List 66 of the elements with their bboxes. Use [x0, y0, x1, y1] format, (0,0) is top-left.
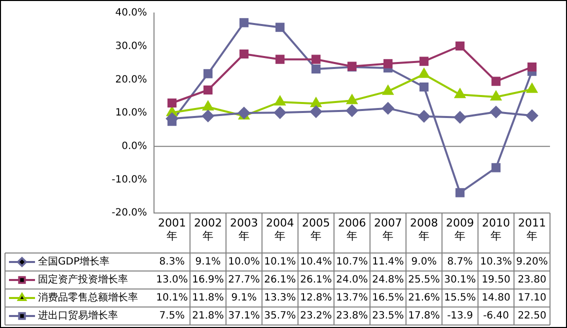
data-label: 16.9% [192, 274, 224, 286]
data-label: 25.5% [408, 274, 440, 286]
y-tick-label: -20.0% [112, 208, 147, 219]
legend-label: 固定资产投资增长率 [38, 274, 128, 286]
data-label: 24.0% [336, 274, 368, 286]
x-tick-label: 2004年 [266, 216, 294, 243]
data-label: 14.80 [482, 292, 510, 304]
data-label: 13.3% [264, 292, 296, 304]
y-tick-label: 20.0% [115, 74, 147, 86]
data-label: 16.5% [372, 292, 404, 304]
data-label: 10.0% [228, 256, 260, 268]
legend-label: 进出口贸易增长率 [38, 310, 118, 322]
data-label: 23.5% [372, 310, 404, 322]
data-label: 22.50 [518, 310, 546, 322]
data-label: 26.1% [300, 274, 332, 286]
y-tick-label: 30.0% [115, 40, 147, 52]
data-label: 7.5% [159, 310, 185, 322]
data-label: 9.20% [516, 256, 548, 268]
data-label: 24.8% [372, 274, 404, 286]
data-label: 19.50 [482, 274, 510, 286]
data-label: 37.1% [228, 310, 260, 322]
data-label: 9.1% [195, 256, 221, 268]
x-tick-label: 2002年 [194, 216, 222, 243]
data-label: 11.4% [372, 256, 404, 268]
data-label: 11.8% [192, 292, 224, 304]
data-label: 23.2% [300, 310, 332, 322]
y-tick-label: 0.0% [122, 140, 147, 152]
x-tick-label: 2008年 [410, 216, 438, 243]
data-label: 21.8% [192, 310, 224, 322]
x-tick-label: 2010年 [482, 216, 510, 243]
x-tick-label: 2007年 [374, 216, 402, 243]
data-label: 9.1% [231, 292, 257, 304]
x-tick-label: 2006年 [338, 216, 366, 243]
data-label: -6.40 [483, 310, 509, 322]
data-label: 17.10 [518, 292, 546, 304]
x-tick-label: 2009年 [446, 216, 474, 243]
x-tick-label: 2005年 [302, 216, 330, 243]
x-tick-label: 2001年 [158, 216, 186, 243]
data-label: 10.7% [336, 256, 368, 268]
data-label: 23.8% [336, 310, 368, 322]
data-label: 10.1% [264, 256, 296, 268]
data-label: 9.0% [411, 256, 437, 268]
legend-label: 消费品零售总额增长率 [38, 292, 138, 304]
x-tick-label: 2011年 [518, 216, 546, 243]
legend-label: 全国GDP增长率 [38, 256, 110, 268]
y-tick-label: 10.0% [115, 108, 147, 119]
data-label: 8.3% [159, 256, 185, 268]
x-tick-label: 2003年 [230, 216, 258, 243]
data-label: 21.6% [408, 292, 440, 304]
data-label: 10.1% [156, 292, 188, 304]
data-label: 15.5% [444, 292, 476, 304]
data-label: 8.7% [447, 256, 473, 268]
data-label: -13.9 [447, 310, 473, 322]
data-label: 27.7% [228, 274, 260, 286]
data-label: 26.1% [264, 274, 296, 286]
y-tick-label: 40.0% [115, 8, 147, 19]
y-tick-label: -10.0% [112, 174, 147, 186]
data-label: 23.80 [518, 274, 546, 286]
data-label: 17.8% [408, 310, 440, 322]
data-label: 13.7% [336, 292, 368, 304]
data-label: 35.7% [264, 310, 296, 322]
data-label: 10.3% [480, 256, 512, 268]
data-label: 10.4% [300, 256, 332, 268]
data-label: 30.1% [444, 274, 476, 286]
data-label: 13.0% [156, 274, 188, 286]
data-label: 12.8% [300, 292, 332, 304]
